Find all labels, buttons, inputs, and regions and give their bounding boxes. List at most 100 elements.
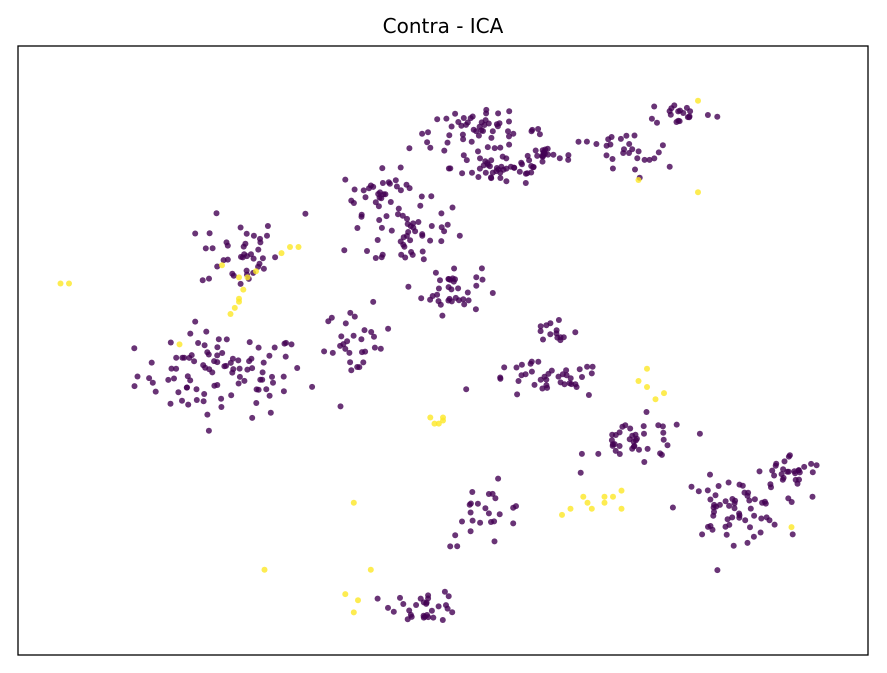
scatter-point (270, 379, 276, 386)
scatter-point (463, 157, 470, 164)
scatter-point (371, 333, 377, 340)
scatter-point (589, 363, 596, 370)
scatter-point (771, 472, 778, 479)
scatter-point (730, 542, 737, 549)
scatter-point (460, 136, 467, 143)
scatter-point (495, 166, 502, 173)
scatter-point (405, 229, 412, 235)
scatter-point (260, 265, 267, 272)
scatter-point (179, 397, 185, 404)
scatter-point (260, 359, 267, 366)
scatter-point (579, 374, 585, 380)
scatter-point (272, 254, 279, 261)
scatter-point (206, 275, 212, 282)
scatter-point (231, 304, 238, 311)
scatter-point (609, 165, 616, 172)
scatter-point (419, 232, 426, 239)
scatter-point (446, 132, 453, 139)
scatter-point (695, 97, 701, 104)
scatter-point (131, 383, 138, 390)
scatter-point (435, 420, 442, 427)
scatter-point (444, 139, 451, 146)
scatter-point (588, 370, 595, 377)
scatter-point (781, 458, 788, 465)
scatter-point (583, 138, 590, 145)
scatter-point (420, 599, 427, 606)
scatter-point (367, 566, 374, 573)
scatter-point (415, 219, 422, 225)
scatter-point (223, 336, 230, 343)
scatter-point (441, 588, 448, 595)
scatter-point (455, 119, 462, 125)
scatter-point (250, 255, 257, 262)
scatter-point (506, 133, 512, 140)
scatter-point (241, 377, 248, 384)
scatter-point (382, 191, 389, 198)
scatter-point (230, 272, 237, 279)
scatter-point (731, 505, 738, 512)
scatter-point (259, 376, 266, 383)
scatter-point (675, 117, 682, 124)
scatter-point (243, 253, 250, 260)
scatter-point (206, 230, 213, 237)
plot-area-frame (17, 45, 869, 656)
scatter-point (714, 113, 721, 120)
scatter-point (643, 409, 650, 415)
scatter-point (244, 366, 251, 373)
scatter-point (601, 499, 608, 506)
scatter-point (578, 450, 585, 457)
scatter-point (402, 254, 409, 261)
scatter-point (617, 135, 624, 142)
scatter-point (329, 349, 336, 356)
scatter-point (651, 103, 658, 110)
scatter-point (632, 431, 639, 438)
scatter-point (686, 114, 693, 121)
scatter-point (707, 471, 713, 478)
scatter-point (659, 423, 666, 430)
scatter-point (364, 248, 370, 254)
scatter-point (522, 180, 529, 186)
scatter-point (711, 508, 717, 515)
scatter-point (603, 142, 610, 149)
scatter-point (263, 386, 270, 393)
scatter-point (732, 497, 739, 504)
scatter-point (550, 151, 557, 158)
scatter-point (175, 389, 182, 396)
scatter-point (726, 502, 733, 509)
scatter-point (744, 539, 751, 546)
scatter-point (463, 386, 470, 393)
scatter-point (543, 376, 550, 383)
scatter-point (588, 505, 595, 512)
scatter-point (383, 213, 390, 220)
scatter-point (467, 528, 474, 535)
scatter-point (577, 469, 584, 476)
scatter-point (235, 357, 242, 364)
scatter-point (250, 232, 257, 239)
scatter-point (435, 285, 442, 292)
scatter-point (729, 514, 736, 521)
scatter-point (751, 512, 758, 519)
scatter-point (723, 531, 730, 538)
scatter-point (399, 212, 406, 219)
scatter-point (488, 157, 495, 164)
scatter-point (351, 186, 358, 193)
scatter-point (425, 592, 432, 599)
scatter-point (567, 505, 574, 512)
scatter-point (347, 309, 354, 316)
scatter-point (524, 152, 531, 159)
scatter-point (337, 403, 344, 410)
scatter-point (757, 529, 764, 536)
scatter-point (397, 594, 403, 601)
scatter-point (427, 237, 434, 244)
scatter-point (519, 161, 525, 168)
scatter-point (205, 427, 212, 434)
scatter-point (379, 180, 386, 186)
scatter-point (342, 591, 349, 598)
scatter-point (497, 175, 504, 181)
scatter-point (668, 105, 675, 112)
scatter-point (659, 142, 666, 149)
scatter-point (646, 156, 653, 163)
scatter-point (377, 189, 383, 196)
scatter-point (715, 483, 722, 489)
scatter-point (412, 228, 419, 235)
